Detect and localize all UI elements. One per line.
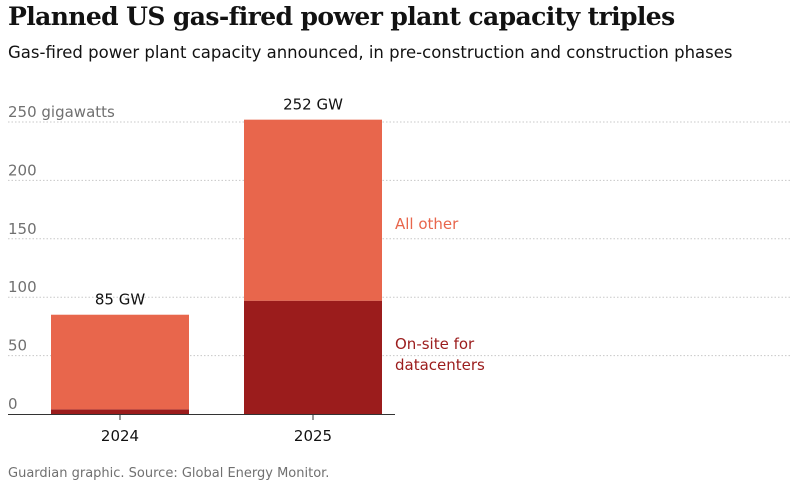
bar-total-label: 85 GW <box>95 291 145 309</box>
bar-segment <box>244 119 382 301</box>
stacked-bar-chart: 0 50 100 150 200 250 gigawatts 85 GW 252 GW 20… <box>8 96 790 445</box>
legend-entry: All other <box>395 215 459 233</box>
legend: All other On-site for datacenters <box>395 215 485 374</box>
y-tick-label: 250 gigawatts <box>8 103 115 121</box>
y-tick-label: 200 <box>8 161 37 179</box>
x-tick-label: 2024 <box>101 427 139 445</box>
bars <box>51 119 382 414</box>
x-axis-ticks: 2024 2025 <box>101 427 332 445</box>
y-tick-label: 100 <box>8 278 37 296</box>
bar-segment <box>51 409 189 414</box>
y-tick-label: 150 <box>8 220 37 238</box>
legend-label-line: datacenters <box>395 356 485 374</box>
bar-total-label: 252 GW <box>283 96 343 114</box>
y-axis-ticks: 0 50 100 150 200 250 gigawatts <box>8 103 115 413</box>
legend-entry: On-site for datacenters <box>395 335 485 374</box>
chart-title: Planned US gas-fired power plant capacit… <box>8 2 675 31</box>
source-note: Guardian graphic. Source: Global Energy … <box>8 466 330 481</box>
y-tick-label: 0 <box>8 395 18 413</box>
y-tick-label: 50 <box>8 337 27 355</box>
total-labels: 85 GW 252 GW <box>95 96 343 309</box>
chart-subtitle: Gas-fired power plant capacity announced… <box>8 43 733 62</box>
x-tick-label: 2025 <box>294 427 332 445</box>
bar-segment <box>244 300 382 414</box>
legend-label-line: On-site for <box>395 335 475 353</box>
legend-label-line: All other <box>395 215 459 233</box>
bar-segment <box>51 314 189 410</box>
